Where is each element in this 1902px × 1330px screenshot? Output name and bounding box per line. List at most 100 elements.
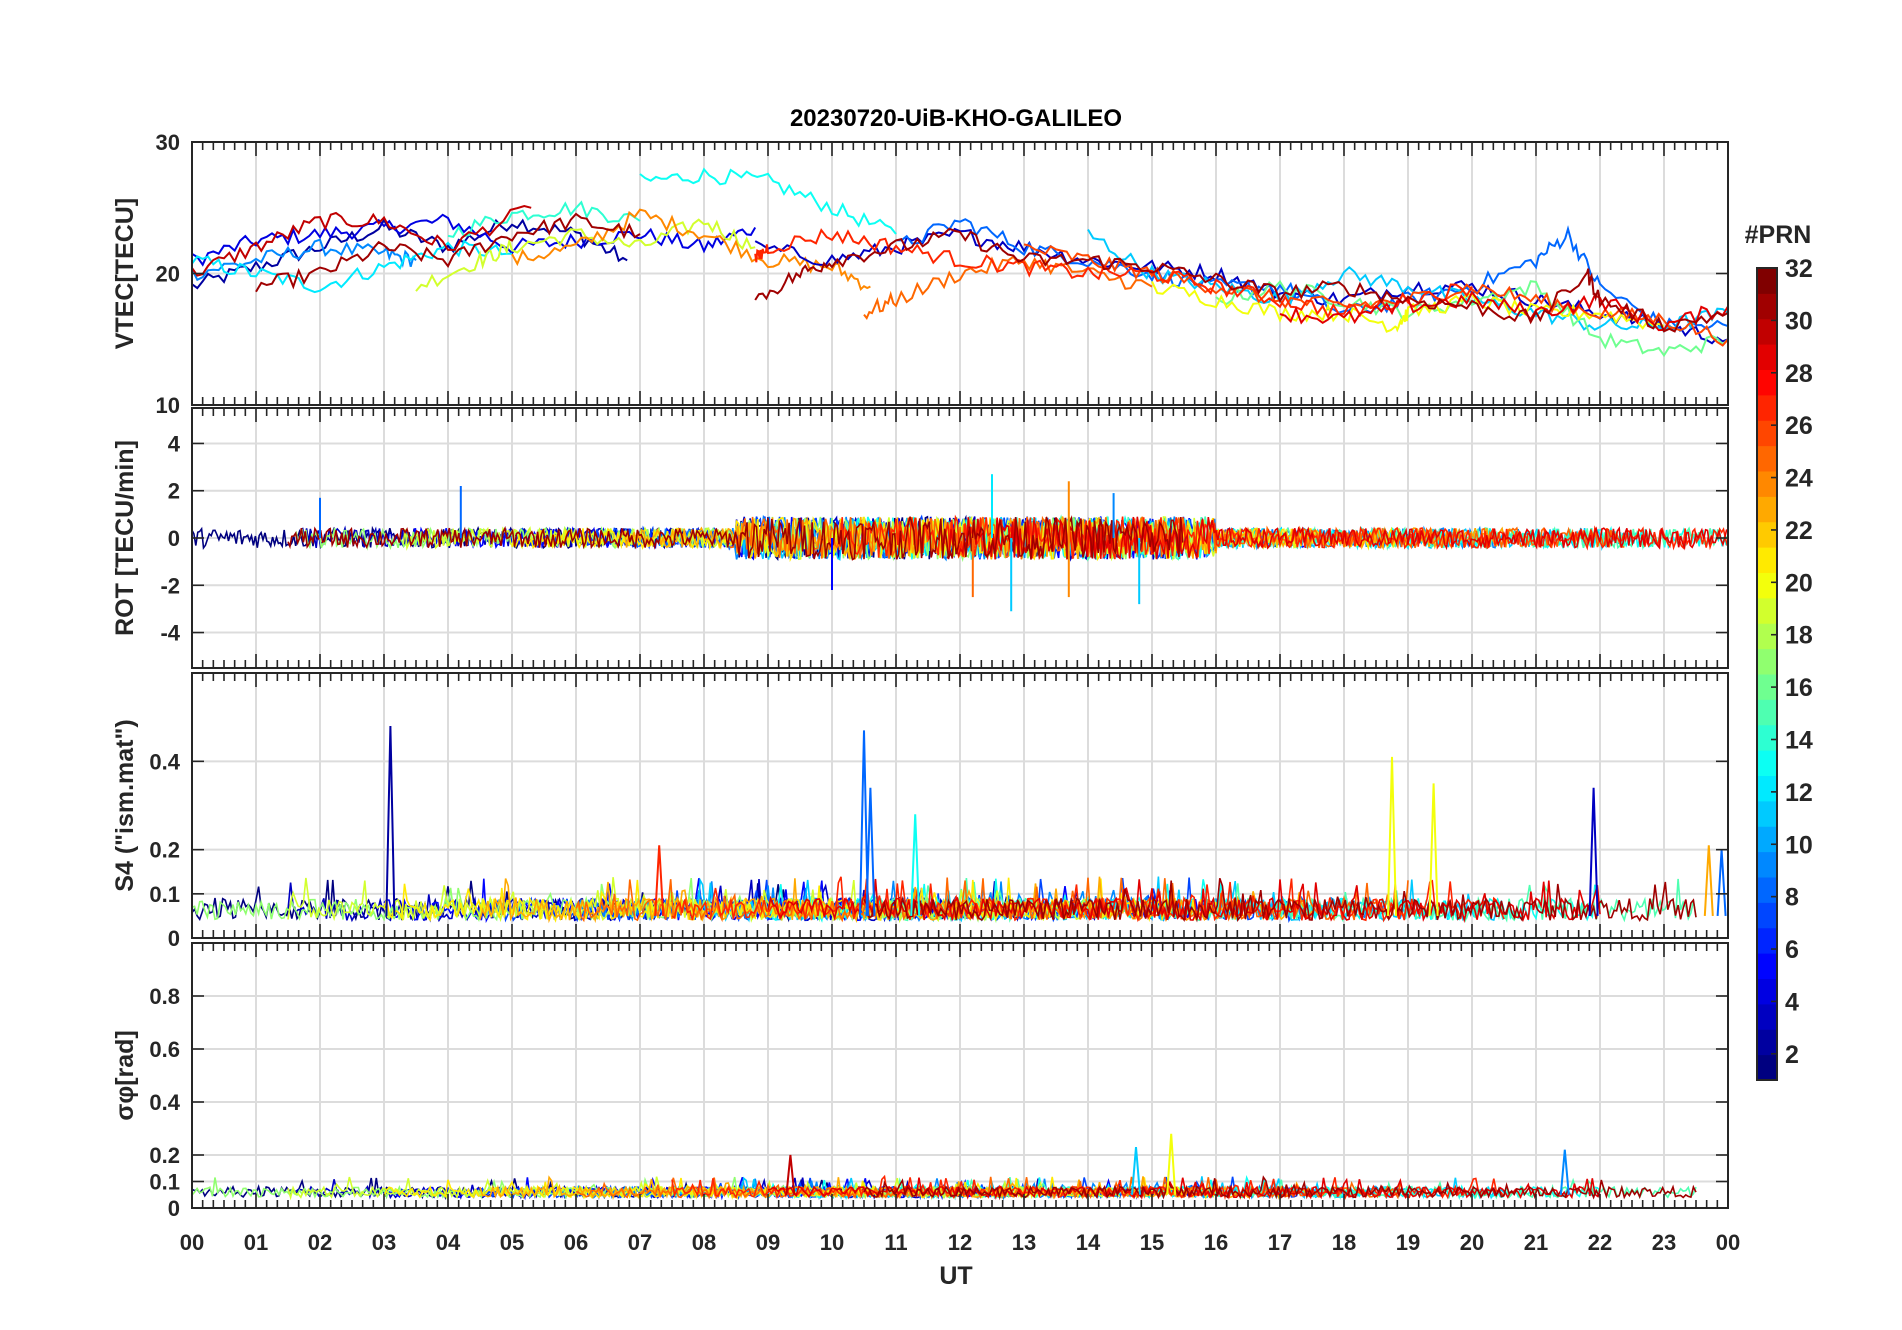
colorbar-segment xyxy=(1757,521,1777,548)
y-tick-label: -4 xyxy=(160,621,180,646)
panel-data-vtec xyxy=(191,167,1729,358)
colorbar-tick-label: 28 xyxy=(1785,360,1813,388)
x-tick-label: 04 xyxy=(436,1230,461,1255)
colorbar-segment xyxy=(1757,496,1777,523)
y-tick-label: 0 xyxy=(168,1196,180,1221)
colorbar-segment xyxy=(1757,699,1777,726)
x-tick-label: 16 xyxy=(1204,1230,1228,1255)
y-tick-label: 4 xyxy=(168,431,181,456)
colorbar-segment xyxy=(1757,547,1777,573)
panel-rot: -4 -2 0 2 4 ROT [TECU/min] xyxy=(111,407,1729,669)
vtec-series-prn-14 xyxy=(447,200,641,238)
colorbar-tick-label: 16 xyxy=(1785,674,1813,702)
colorbar-segment xyxy=(1757,471,1777,497)
colorbar-segment xyxy=(1757,953,1777,979)
colorbar-segment xyxy=(1757,293,1777,320)
panel-frame-s4 xyxy=(191,672,1729,939)
colorbar-segment xyxy=(1757,800,1777,827)
colorbar-segment xyxy=(1757,674,1777,700)
vtec-series-prn-9 xyxy=(191,238,417,282)
y-tick-label: 0.8 xyxy=(149,984,180,1009)
x-tick-label: 18 xyxy=(1332,1230,1356,1255)
s4-spike xyxy=(865,787,876,916)
x-tick-label: 06 xyxy=(564,1230,588,1255)
colorbar-segment xyxy=(1757,851,1777,878)
sigma_phi-spike xyxy=(1166,1133,1177,1195)
colorbar-title: #PRN xyxy=(1745,221,1812,249)
vtec-series-prn-20 xyxy=(1151,280,1665,333)
rot-series-prn-31 xyxy=(287,515,1184,561)
vtec-series-prn-27 xyxy=(754,228,1473,320)
vtec-series-prn-31 xyxy=(255,212,641,293)
panel-vtec: 10 20 30 VTEC[TECU] xyxy=(111,130,1729,418)
colorbar-tick-label: 20 xyxy=(1785,569,1813,597)
x-tick-labels: 00 01 02 03 04 05 06 07 08 09 10 11 12 13 14 15 16 17 18 19… xyxy=(180,1230,1740,1255)
colorbar-segment xyxy=(1757,572,1777,599)
s4-spike xyxy=(385,725,396,916)
colorbar-tick-label: 8 xyxy=(1785,884,1799,912)
y-tick-label: 20 xyxy=(156,262,180,287)
y-tick-label: 0 xyxy=(168,526,180,551)
panel-frame-vtec xyxy=(191,141,1729,406)
x-tick-label: 22 xyxy=(1588,1230,1612,1255)
y-tick-label: 0.1 xyxy=(149,1170,180,1195)
x-tick-label: 14 xyxy=(1076,1230,1101,1255)
colorbar-segment xyxy=(1757,902,1777,929)
colorbar-tick-label: 14 xyxy=(1785,726,1813,754)
colorbar-segment xyxy=(1757,318,1777,345)
colorbar-segment xyxy=(1757,420,1777,447)
x-tick-label: 23 xyxy=(1652,1230,1676,1255)
vtec-series-prn-13 xyxy=(639,167,897,235)
s4-spike xyxy=(1703,845,1714,916)
vtec-series-prn-30 xyxy=(191,204,532,277)
colorbar-segment xyxy=(1757,1029,1777,1056)
panel-s4: 0 0.1 0.2 0.4 S4 ("ism.mat") xyxy=(111,672,1729,951)
x-tick-label: 03 xyxy=(372,1230,396,1255)
x-tick-label: 09 xyxy=(756,1230,780,1255)
colorbar-segment xyxy=(1757,445,1777,472)
colorbar-tick-label: 4 xyxy=(1785,988,1799,1016)
x-tick-label: 00 xyxy=(180,1230,204,1255)
panel-data-rot xyxy=(191,474,1729,612)
colorbar-segment xyxy=(1757,268,1777,294)
panel-frame-sigma_phi xyxy=(191,942,1729,1209)
y-axis-label-rot: ROT [TECU/min] xyxy=(111,440,139,636)
y-tick-label: 10 xyxy=(156,393,180,418)
chart-title: 20230720-UiB-KHO-GALILEO xyxy=(790,105,1122,132)
vtec-series-prn-29 xyxy=(1279,290,1729,332)
s4-spike xyxy=(1428,783,1439,916)
colorbar-tick-label: 10 xyxy=(1785,831,1813,859)
colorbar-tick-label: 30 xyxy=(1785,307,1813,335)
colorbar-segment xyxy=(1757,344,1777,370)
colorbar-frame xyxy=(1756,267,1778,1081)
x-tick-label: 11 xyxy=(884,1230,907,1255)
y-tick-label: -2 xyxy=(160,573,180,598)
x-tick-label: 13 xyxy=(1012,1230,1036,1255)
colorbar-segment xyxy=(1757,648,1777,675)
colorbar-segment xyxy=(1757,394,1777,421)
y-tick-label: 0.2 xyxy=(149,1143,180,1168)
s4-spike xyxy=(1387,756,1397,916)
y-axis-label-sigma_phi: σφ[rad] xyxy=(111,1030,139,1121)
s4-spike xyxy=(910,814,921,916)
colorbar-tick-label: 18 xyxy=(1785,622,1813,650)
y-tick-label: 0.6 xyxy=(149,1037,180,1062)
sigma_phi-series-prn-15 xyxy=(863,1176,1697,1200)
colorbar-segment xyxy=(1757,978,1777,1005)
colorbar-tick-label: 24 xyxy=(1785,465,1813,493)
x-tick-label: 07 xyxy=(628,1230,652,1255)
sigma_phi-series-prn-31 xyxy=(863,1175,1697,1201)
colorbar-segment xyxy=(1757,877,1777,903)
vtec-series-prn-31 xyxy=(754,227,1729,333)
vtec-series-prn-11 xyxy=(1087,228,1729,333)
colorbar-segment xyxy=(1757,826,1777,853)
panel-sigma_phi: 00.10.2 0.4 0.6 0.8 σφ[rad] xyxy=(111,942,1729,1221)
vtec-series-prn-26 xyxy=(1023,243,1729,347)
y-tick-label: 0.2 xyxy=(149,838,180,863)
y-axis-label-s4: S4 ("ism.mat") xyxy=(111,719,139,891)
s4-spike xyxy=(859,730,869,916)
vtec-series-prn-16 xyxy=(1215,279,1729,358)
